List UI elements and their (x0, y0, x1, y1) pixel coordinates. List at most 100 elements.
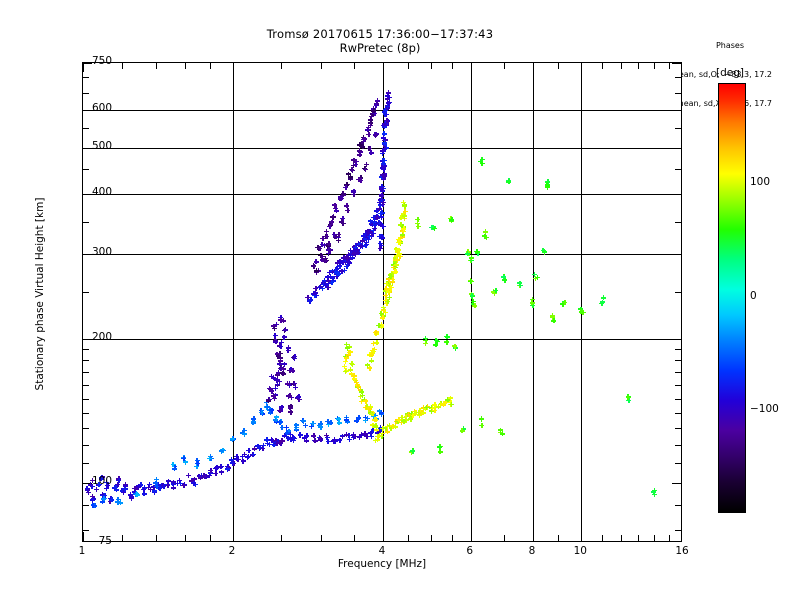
data-point (472, 303, 478, 309)
data-point (361, 397, 367, 403)
data-point (240, 430, 246, 436)
data-point (376, 206, 382, 212)
data-point (355, 241, 361, 247)
data-point (273, 339, 279, 345)
data-point (340, 220, 346, 226)
data-point (343, 368, 349, 374)
data-point (445, 397, 451, 403)
x-axis-tick (654, 535, 656, 541)
data-point (394, 257, 400, 263)
data-point (273, 392, 279, 398)
colorbar-title: [deg] (716, 67, 744, 79)
y-axis-tick (83, 360, 89, 362)
data-point (372, 219, 378, 225)
data-point (452, 345, 458, 351)
data-point (449, 218, 455, 224)
data-point (362, 431, 368, 437)
data-point (333, 269, 339, 275)
data-point (367, 352, 373, 358)
data-point (108, 495, 114, 501)
data-point (346, 171, 352, 177)
data-point (374, 340, 380, 346)
data-point (346, 260, 352, 266)
data-point (372, 222, 378, 228)
data-point (115, 499, 121, 505)
data-point (312, 290, 318, 296)
colorbar-tick-label: −100 (750, 403, 779, 415)
data-point (431, 224, 437, 230)
data-point (175, 480, 181, 486)
data-point (385, 118, 391, 124)
data-point (181, 454, 187, 460)
data-point (315, 268, 321, 274)
data-point (506, 179, 512, 185)
x-axis-tick (431, 63, 433, 69)
data-point (390, 270, 396, 276)
data-point (351, 157, 357, 163)
data-point (141, 485, 147, 491)
data-point (419, 410, 425, 416)
data-point (327, 223, 333, 229)
data-point (350, 432, 356, 438)
data-point (278, 317, 284, 323)
data-point (433, 342, 439, 348)
data-point (283, 432, 289, 438)
data-point (350, 162, 356, 168)
data-point (404, 411, 410, 417)
data-point (297, 432, 303, 438)
data-point (259, 411, 265, 417)
x-axis-tick (281, 535, 283, 541)
data-point (432, 405, 438, 411)
data-point (383, 288, 389, 294)
data-point (334, 273, 340, 279)
data-point (201, 473, 207, 479)
data-point (544, 182, 550, 188)
data-point (348, 176, 354, 182)
data-point (157, 485, 163, 491)
data-point (334, 208, 340, 214)
data-point (352, 434, 358, 440)
data-point (348, 367, 354, 373)
data-point (288, 403, 294, 409)
gridline-horizontal (83, 109, 681, 111)
data-point (325, 278, 331, 284)
data-point (337, 263, 343, 269)
data-point (392, 255, 398, 261)
data-point (202, 473, 208, 479)
data-point (344, 254, 350, 260)
data-point (141, 491, 147, 497)
data-point (132, 489, 138, 495)
data-point (84, 486, 90, 492)
data-point (386, 288, 392, 294)
data-point (434, 338, 440, 344)
x-axis-tick-label: 10 (573, 545, 587, 557)
data-point (291, 381, 297, 387)
data-point (652, 487, 658, 493)
data-point (346, 432, 352, 438)
data-point (386, 289, 392, 295)
data-point (279, 366, 285, 372)
data-point (276, 379, 282, 385)
data-point (290, 435, 296, 441)
data-point (332, 269, 338, 275)
data-point (208, 455, 214, 461)
gridline-vertical (233, 63, 234, 541)
data-point (287, 393, 293, 399)
y-axis-tick (83, 463, 89, 465)
data-point (316, 434, 322, 440)
data-point (90, 502, 96, 508)
data-point (291, 436, 297, 442)
data-point (342, 259, 348, 265)
data-point (164, 481, 170, 487)
data-point (517, 280, 523, 286)
data-point (324, 434, 330, 440)
data-point (135, 484, 141, 490)
data-point (373, 101, 379, 107)
data-point (376, 221, 382, 227)
data-point (330, 278, 336, 284)
data-point (337, 437, 343, 443)
data-point (385, 102, 391, 108)
data-point (268, 410, 274, 416)
data-point (315, 244, 321, 250)
data-point (294, 427, 300, 433)
